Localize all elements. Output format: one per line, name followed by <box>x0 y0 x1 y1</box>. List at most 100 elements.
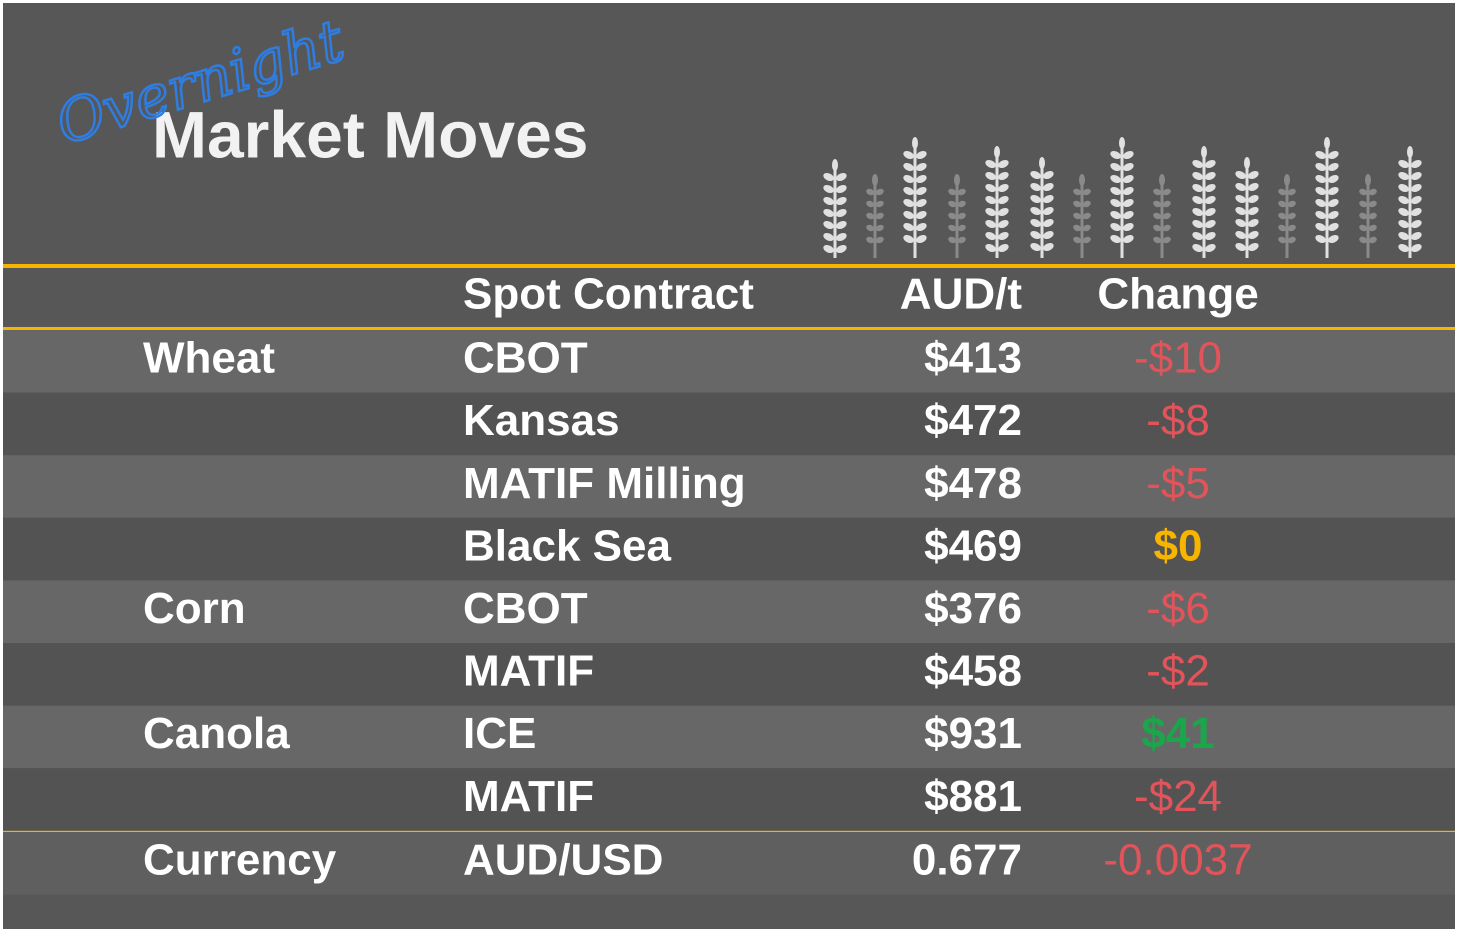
contract: Kansas <box>463 396 620 445</box>
change: -0.0037 <box>1103 836 1252 885</box>
wheat-grain <box>1073 224 1082 232</box>
wheat-grain <box>1248 242 1259 252</box>
wheat-grain <box>1398 243 1409 253</box>
wheat-grain <box>832 159 838 171</box>
wheat-grain <box>916 174 927 184</box>
price: $478 <box>924 459 1022 508</box>
wheat-grain <box>1287 188 1296 196</box>
wheat-grain <box>1043 182 1054 192</box>
wheat-grain <box>1123 174 1134 184</box>
wheat-grain <box>1123 210 1134 220</box>
row-band <box>3 643 1455 706</box>
wheat-grain <box>1315 222 1326 232</box>
wheat-grain <box>903 162 914 172</box>
wheat-grain <box>1073 188 1082 196</box>
wheat-grain <box>866 188 875 196</box>
wheat-grain <box>866 224 875 232</box>
wheat-grain <box>1248 230 1259 240</box>
wheat-grain <box>1110 162 1121 172</box>
wheat-grain <box>1248 218 1259 228</box>
change: -$10 <box>1134 334 1222 383</box>
wheat-grain <box>1192 195 1203 205</box>
wheat-grain <box>1359 224 1368 232</box>
wheat-grain <box>1123 162 1134 172</box>
wheat-grain <box>998 219 1009 229</box>
wheat-grain <box>998 231 1009 241</box>
wheat-grain <box>1073 200 1082 208</box>
wheat-grain <box>1205 171 1216 181</box>
wheat-grain <box>875 200 884 208</box>
wheat-grain <box>1411 231 1422 241</box>
wheat-grain <box>985 171 996 181</box>
wheat-grain <box>1411 159 1422 169</box>
change: -$24 <box>1134 772 1222 821</box>
wheat-grain <box>1235 194 1246 204</box>
wheat-grain <box>1328 186 1339 196</box>
wheat-grain <box>1398 183 1409 193</box>
wheat-grain <box>1205 159 1216 169</box>
wheat-grain <box>1153 200 1162 208</box>
wheat-grain <box>823 196 834 206</box>
price: $472 <box>924 396 1022 445</box>
wheat-grain <box>1411 171 1422 181</box>
wheat-grain <box>1278 188 1287 196</box>
wheat-grain <box>836 244 847 254</box>
divider <box>3 327 1455 331</box>
wheat-grain <box>948 212 957 220</box>
wheat-grain <box>985 183 996 193</box>
wheat-grain <box>1205 207 1216 217</box>
wheat-grain <box>1411 243 1422 253</box>
wheat-grain <box>1368 188 1377 196</box>
row-band <box>3 392 1455 456</box>
wheat-grain <box>866 212 875 220</box>
wheat-grain <box>1315 198 1326 208</box>
wheat-grain <box>957 200 966 208</box>
wheat-grain <box>957 224 966 232</box>
wheat-grain <box>1030 182 1041 192</box>
wheat-grain <box>875 188 884 196</box>
change: -$6 <box>1146 584 1210 633</box>
wheat-grain <box>823 220 834 230</box>
wheat-grain <box>1287 236 1296 244</box>
price: $931 <box>924 709 1022 758</box>
wheat-grain <box>1162 212 1171 220</box>
wheat-grain <box>1328 210 1339 220</box>
wheat-grain <box>903 222 914 232</box>
wheat-grain <box>916 222 927 232</box>
wheat-icons <box>823 137 1422 258</box>
wheat-grain <box>872 174 878 186</box>
wheat-grain <box>1192 219 1203 229</box>
wheat-grain <box>1073 212 1082 220</box>
wheat-grain <box>985 195 996 205</box>
wheat-grain <box>823 232 834 242</box>
wheat-grain <box>823 184 834 194</box>
wheat-grain <box>823 172 834 182</box>
wheat-grain <box>1082 188 1091 196</box>
wheat-grain <box>1205 231 1216 241</box>
wheat-grain <box>875 212 884 220</box>
wheat-grain <box>1192 171 1203 181</box>
wheat-grain <box>1398 159 1409 169</box>
wheat-grain <box>1278 212 1287 220</box>
wheat-grain <box>998 171 1009 181</box>
wheat-grain <box>1043 194 1054 204</box>
price: 0.677 <box>912 836 1022 885</box>
wheat-grain <box>1110 174 1121 184</box>
wheat-grain <box>948 236 957 244</box>
wheat-grain <box>1192 207 1203 217</box>
wheat-grain <box>1368 236 1377 244</box>
wheat-grain <box>1315 210 1326 220</box>
wheat-grain <box>912 137 918 149</box>
wheat-grain <box>1284 174 1290 186</box>
wheat-grain <box>1328 162 1339 172</box>
wheat-grain <box>1082 224 1091 232</box>
wheat-grain <box>1287 212 1296 220</box>
row-band <box>3 517 1455 581</box>
wheat-grain <box>903 234 914 244</box>
wheat-grain <box>1043 170 1054 180</box>
wheat-grain <box>957 188 966 196</box>
wheat-grain <box>1030 218 1041 228</box>
wheat-grain <box>1248 206 1259 216</box>
wheat-grain <box>1278 224 1287 232</box>
commodity: Currency <box>143 836 337 885</box>
